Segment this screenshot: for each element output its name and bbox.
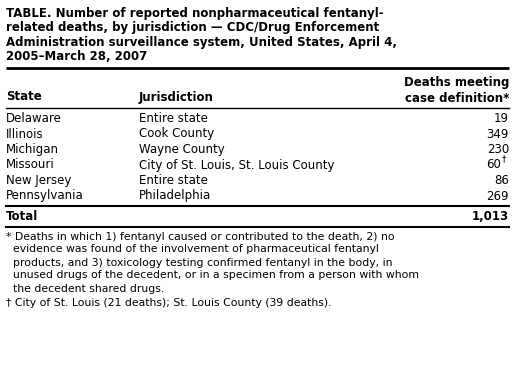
Text: 60: 60 [486, 159, 501, 171]
Text: Cook County: Cook County [139, 127, 214, 140]
Text: City of St. Louis, St. Louis County: City of St. Louis, St. Louis County [139, 159, 335, 171]
Text: evidence was found of the involvement of pharmaceutical fentanyl: evidence was found of the involvement of… [6, 245, 379, 255]
Text: related deaths, by jurisdiction — CDC/Drug Enforcement: related deaths, by jurisdiction — CDC/Dr… [6, 22, 379, 34]
Text: 349: 349 [487, 127, 509, 140]
Text: Pennsylvania: Pennsylvania [6, 190, 84, 202]
Text: 86: 86 [494, 174, 509, 187]
Text: Total: Total [6, 210, 38, 223]
Text: Administration surveillance system, United States, April 4,: Administration surveillance system, Unit… [6, 36, 397, 49]
Text: † City of St. Louis (21 deaths); St. Louis County (39 deaths).: † City of St. Louis (21 deaths); St. Lou… [6, 298, 332, 308]
Text: 2005–March 28, 2007: 2005–March 28, 2007 [6, 50, 147, 63]
Text: Delaware: Delaware [6, 112, 62, 125]
Text: Michigan: Michigan [6, 143, 59, 156]
Text: Missouri: Missouri [6, 159, 55, 171]
Text: Philadelphia: Philadelphia [139, 190, 211, 202]
Text: 1,013: 1,013 [472, 210, 509, 223]
Text: Entire state: Entire state [139, 112, 208, 125]
Text: TABLE. Number of reported nonpharmaceutical fentanyl-: TABLE. Number of reported nonpharmaceuti… [6, 7, 384, 20]
Text: 19: 19 [494, 112, 509, 125]
Text: Wayne County: Wayne County [139, 143, 225, 156]
Text: State: State [6, 91, 42, 103]
Text: Jurisdiction: Jurisdiction [139, 91, 214, 103]
Text: products, and 3) toxicology testing confirmed fentanyl in the body, in: products, and 3) toxicology testing conf… [6, 257, 392, 267]
Text: * Deaths in which 1) fentanyl caused or contributed to the death, 2) no: * Deaths in which 1) fentanyl caused or … [6, 231, 394, 241]
Text: Illinois: Illinois [6, 127, 44, 140]
Text: 230: 230 [487, 143, 509, 156]
Text: New Jersey: New Jersey [6, 174, 72, 187]
Text: †: † [502, 154, 506, 163]
Text: Deaths meeting
case definition*: Deaths meeting case definition* [404, 76, 509, 105]
Text: Entire state: Entire state [139, 174, 208, 187]
Text: the decedent shared drugs.: the decedent shared drugs. [6, 284, 164, 293]
Text: unused drugs of the decedent, or in a specimen from a person with whom: unused drugs of the decedent, or in a sp… [6, 271, 419, 281]
Text: 269: 269 [487, 190, 509, 202]
